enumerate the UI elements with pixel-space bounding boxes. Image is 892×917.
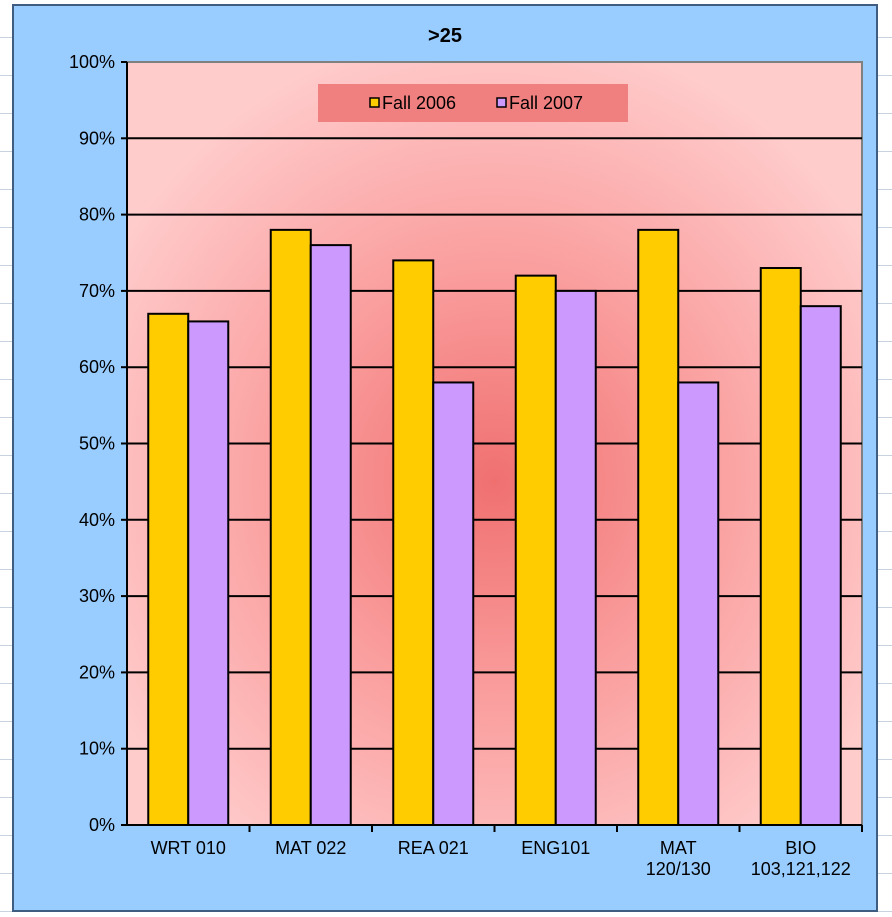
bar-fall-2006 (637, 228, 680, 827)
y-tick-label: 90% (79, 128, 115, 148)
bar-fall-2007 (677, 381, 720, 826)
y-tick-label: 20% (79, 662, 115, 682)
bar-chart: >25 0% 10% 20% 30% 40% 50% 60% 70% 80% 90% 100% WRT… (69, 25, 863, 879)
bar-fall-2006 (147, 312, 190, 826)
bar-fall-2006 (269, 228, 312, 827)
bar-fall-2006 (392, 259, 435, 826)
y-tick-label: 10% (79, 739, 115, 759)
x-tick-label: 103,121,122 (751, 859, 851, 879)
x-tick-label: BIO (785, 838, 816, 858)
bar-fall-2007 (554, 289, 597, 826)
axis-labels: 0% 10% 20% 30% 40% 50% 60% 70% 80% 90% 100% WRT 010… (69, 52, 851, 879)
y-tick-label: 100% (69, 52, 115, 72)
bar-fall-2007 (432, 381, 475, 826)
x-tick-label: MAT (660, 838, 697, 858)
bar-fall-2006 (514, 274, 557, 826)
bar-fall-2007 (309, 244, 352, 826)
y-tick-label: 0% (89, 815, 115, 835)
x-tick-label: ENG101 (521, 838, 590, 858)
y-tick-label: 60% (79, 357, 115, 377)
y-tick-label: 50% (79, 434, 115, 454)
x-tick-label: 120/130 (646, 859, 711, 879)
y-tick-label: 30% (79, 586, 115, 606)
y-tick-label: 70% (79, 281, 115, 301)
gridlines (127, 137, 862, 750)
legend-swatch (369, 97, 380, 108)
bar-fall-2006 (759, 267, 802, 826)
bars (147, 228, 842, 827)
chart-frame: >25 0% 10% 20% 30% 40% 50% 60% 70% 80% 90% 100% WRT… (12, 4, 878, 912)
y-tick-label: 80% (79, 205, 115, 225)
x-tick-label: MAT 022 (275, 838, 346, 858)
y-tick-label: 40% (79, 510, 115, 530)
legend: Fall 2006 Fall 2007 (318, 84, 628, 122)
bar-fall-2007 (187, 320, 230, 826)
legend-label: Fall 2007 (509, 93, 583, 113)
x-tick-label: WRT 010 (151, 838, 226, 858)
bar-fall-2007 (799, 305, 842, 827)
legend-label: Fall 2006 (382, 93, 456, 113)
legend-swatch (496, 97, 507, 108)
chart-title: >25 (428, 25, 462, 47)
x-tick-label: REA 021 (398, 838, 469, 858)
axes (121, 61, 863, 832)
